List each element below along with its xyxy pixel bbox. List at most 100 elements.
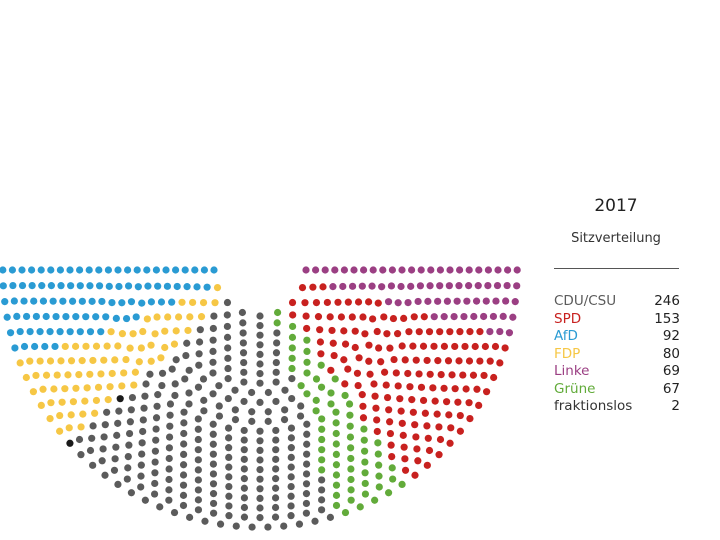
seat-spd: [354, 298, 363, 306]
legend-value: 69: [662, 363, 680, 379]
seat-cdu-csu: [287, 502, 295, 510]
seat-cdu-csu: [98, 457, 106, 465]
legend-item: CDU/CSU 246: [554, 293, 680, 311]
seat-grüne: [332, 491, 341, 499]
seat-cdu-csu: [196, 326, 204, 334]
seat-linke: [472, 297, 481, 305]
seat-fdp: [50, 385, 58, 393]
seat-cdu-csu: [114, 419, 122, 427]
seat-cdu-csu: [151, 479, 159, 488]
seat-afd: [9, 281, 17, 290]
seat-spd: [401, 356, 409, 364]
seat-fdp: [72, 384, 80, 392]
seat-cdu-csu: [240, 494, 249, 502]
seat-grüne: [385, 489, 393, 497]
seat-spd: [386, 344, 394, 352]
seat-fdp: [65, 424, 73, 432]
seat-grüne: [327, 389, 335, 397]
seat-cdu-csu: [256, 446, 264, 454]
seat-cdu-csu: [185, 389, 193, 397]
seat-spd: [475, 401, 483, 409]
seat-spd: [436, 328, 444, 336]
seat-afd: [47, 266, 55, 274]
seat-cdu-csu: [256, 514, 264, 522]
seat-afd: [76, 282, 84, 290]
seat-fraktionslos: [66, 439, 74, 447]
seat-linke: [394, 299, 402, 307]
seat-afd: [95, 282, 104, 290]
seat-cdu-csu: [225, 453, 233, 462]
seat-grüne: [318, 446, 326, 454]
seat-afd: [68, 297, 77, 305]
seat-spd: [481, 342, 489, 351]
seat-afd: [181, 266, 189, 274]
seat-linke: [446, 266, 454, 274]
seat-spd: [417, 383, 426, 391]
seat-fdp: [139, 327, 147, 336]
seat-fdp: [69, 398, 77, 406]
seat-spd: [404, 369, 412, 378]
seat-cdu-csu: [272, 426, 280, 435]
seat-linke: [440, 313, 448, 321]
seat-spd: [446, 328, 454, 336]
seat-linke: [502, 297, 510, 305]
seat-grüne: [303, 336, 311, 344]
seat-spd: [386, 418, 394, 426]
seat-spd: [400, 443, 408, 451]
seat-spd: [446, 439, 454, 447]
seat-linke: [484, 266, 492, 274]
seat-cdu-csu: [180, 419, 188, 427]
seat-fdp: [104, 396, 112, 404]
seat-afd: [46, 328, 54, 336]
seat-spd: [408, 396, 416, 404]
seat-cdu-csu: [215, 402, 223, 410]
seat-fdp: [32, 371, 40, 380]
seat-spd: [421, 409, 429, 417]
seat-spd: [398, 342, 406, 350]
seat-spd: [411, 421, 419, 429]
seat-linke: [302, 266, 310, 274]
seat-grüne: [317, 361, 325, 369]
seat-cdu-csu: [111, 455, 119, 463]
seat-cdu-csu: [179, 481, 188, 489]
seat-fdp: [82, 342, 90, 350]
seat-spd: [323, 298, 331, 307]
seat-linke: [456, 266, 464, 274]
seat-afd: [132, 313, 140, 321]
seat-spd: [355, 354, 363, 362]
seat-afd: [210, 266, 218, 274]
seat-cdu-csu: [114, 480, 122, 488]
seat-spd: [480, 371, 488, 380]
seat-cdu-csu: [224, 344, 232, 352]
seat-afd: [102, 313, 110, 321]
seat-afd: [56, 328, 64, 336]
seat-cdu-csu: [110, 466, 119, 474]
seat-spd: [358, 391, 366, 399]
seat-cdu-csu: [209, 499, 218, 508]
seat-grüne: [332, 450, 340, 459]
seat-fdp: [61, 385, 69, 393]
seat-spd: [380, 313, 388, 321]
seat-cdu-csu: [194, 466, 202, 474]
seat-spd: [361, 330, 369, 338]
seat-cdu-csu: [216, 520, 225, 528]
seat-grüne: [375, 483, 383, 491]
seat-linke: [414, 297, 422, 306]
seat-fdp: [97, 370, 105, 378]
seat-afd: [18, 281, 27, 290]
seat-spd: [326, 313, 334, 321]
seat-spd: [383, 330, 391, 338]
seat-spd: [423, 422, 431, 430]
seat-afd: [163, 282, 172, 290]
seat-fdp: [53, 371, 61, 379]
seat-cdu-csu: [86, 446, 95, 455]
seat-spd: [289, 311, 297, 319]
seat-cdu-csu: [179, 471, 188, 479]
seat-cdu-csu: [89, 422, 97, 430]
seat-cdu-csu: [194, 435, 202, 444]
seat-cdu-csu: [125, 441, 133, 449]
seat-fdp: [211, 299, 219, 307]
seat-fdp: [47, 399, 55, 407]
chart-subtitle: Sitzverteilung: [571, 231, 661, 246]
seat-spd: [423, 356, 431, 365]
